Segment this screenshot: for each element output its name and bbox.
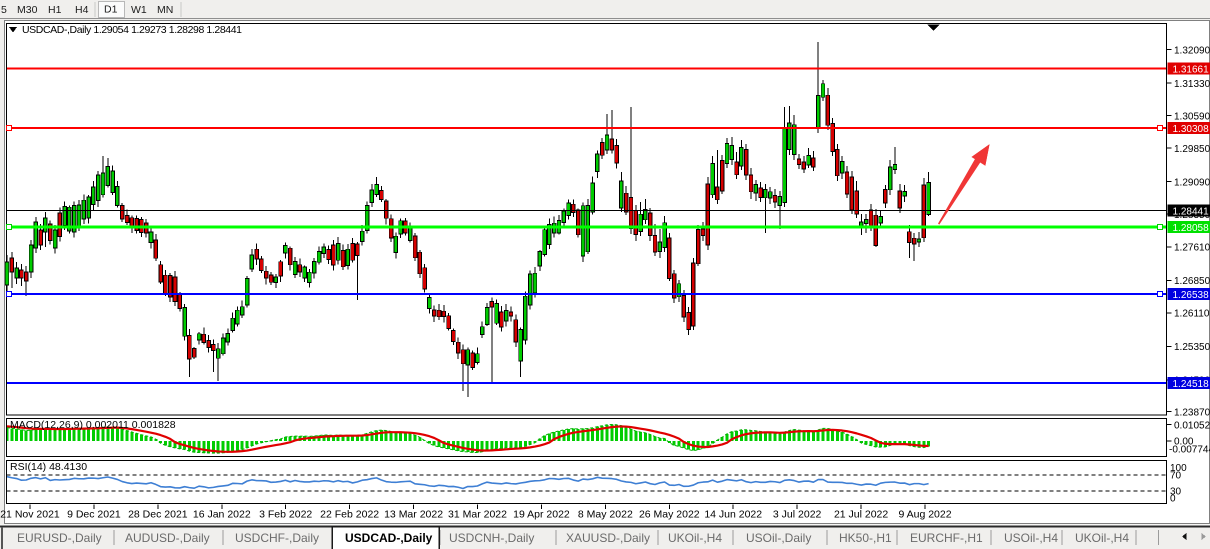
svg-text:1.28058: 1.28058 — [1173, 223, 1210, 234]
svg-text:UKOil-,H4: UKOil-,H4 — [1075, 531, 1129, 545]
svg-text:30: 30 — [1170, 487, 1182, 498]
svg-text:3 Jul 2022: 3 Jul 2022 — [773, 509, 822, 521]
svg-text:MACD(12,26,9) 0.002011 0.00182: MACD(12,26,9) 0.002011 0.001828 — [10, 419, 176, 431]
svg-text:H4: H4 — [75, 4, 89, 16]
svg-text:AUDUSD-,Daily: AUDUSD-,Daily — [125, 531, 210, 545]
svg-text:31 Mar 2022: 31 Mar 2022 — [448, 509, 507, 521]
svg-text:RSI(14) 48.4130: RSI(14) 48.4130 — [10, 461, 87, 473]
svg-text:W1: W1 — [131, 4, 147, 16]
svg-text:21 Jul 2022: 21 Jul 2022 — [834, 509, 888, 521]
svg-text:H1: H1 — [48, 4, 62, 16]
svg-text:USDCHF-,Daily: USDCHF-,Daily — [235, 531, 319, 545]
svg-text:1.26538: 1.26538 — [1173, 290, 1210, 301]
svg-text:1.28441: 1.28441 — [1173, 206, 1210, 217]
svg-text:3 Feb 2022: 3 Feb 2022 — [259, 509, 312, 521]
svg-text:22 Feb 2022: 22 Feb 2022 — [320, 509, 379, 521]
svg-text:D1: D1 — [104, 4, 118, 16]
svg-text:UKOil-,H4: UKOil-,H4 — [668, 531, 722, 545]
svg-text:16 Jan 2022: 16 Jan 2022 — [193, 509, 251, 521]
svg-text:1.32090: 1.32090 — [1174, 45, 1210, 56]
svg-text:1.25350: 1.25350 — [1174, 342, 1210, 353]
svg-text:USOil-,Daily: USOil-,Daily — [746, 531, 811, 545]
svg-text:14 Jun 2022: 14 Jun 2022 — [704, 509, 762, 521]
svg-text:0: 0 — [1170, 494, 1176, 505]
svg-text:MN: MN — [157, 4, 173, 16]
svg-text:5: 5 — [1, 4, 7, 16]
svg-text:9 Dec 2021: 9 Dec 2021 — [67, 509, 121, 521]
svg-text:13 Mar 2022: 13 Mar 2022 — [384, 509, 443, 521]
svg-text:USOil-,H4: USOil-,H4 — [1004, 531, 1058, 545]
svg-text:1.31661: 1.31661 — [1173, 64, 1210, 75]
svg-text:1.31330: 1.31330 — [1174, 79, 1210, 90]
svg-text:1.24518: 1.24518 — [1173, 379, 1210, 390]
svg-text:-0.007744: -0.007744 — [1169, 445, 1210, 456]
svg-text:26 May 2022: 26 May 2022 — [639, 509, 700, 521]
svg-text:70: 70 — [1170, 471, 1182, 482]
svg-text:USDCAD-,Daily: USDCAD-,Daily — [345, 531, 433, 545]
svg-text:9 Aug 2022: 9 Aug 2022 — [898, 509, 951, 521]
svg-text:21 Nov 2021: 21 Nov 2021 — [0, 509, 60, 521]
svg-text:EURUSD-,Daily: EURUSD-,Daily — [17, 531, 102, 545]
svg-text:1.27610: 1.27610 — [1174, 243, 1210, 254]
svg-text:1.30308: 1.30308 — [1173, 124, 1210, 135]
svg-text:1.23870: 1.23870 — [1174, 407, 1210, 418]
svg-text:HK50-,H1: HK50-,H1 — [839, 531, 892, 545]
svg-text:1.26110: 1.26110 — [1174, 309, 1210, 320]
svg-text:8 May 2022: 8 May 2022 — [578, 509, 633, 521]
svg-text:1.29850: 1.29850 — [1174, 144, 1210, 155]
svg-text:USDCNH-,Daily: USDCNH-,Daily — [449, 531, 534, 545]
svg-text:0.01052: 0.01052 — [1174, 420, 1210, 431]
svg-text:1.29090: 1.29090 — [1174, 177, 1210, 188]
svg-text:19 Apr 2022: 19 Apr 2022 — [513, 509, 570, 521]
svg-text:1.30590: 1.30590 — [1174, 111, 1210, 122]
svg-text:100: 100 — [1170, 463, 1187, 474]
svg-text:M30: M30 — [17, 4, 38, 16]
svg-text:0.00: 0.00 — [1174, 436, 1194, 447]
svg-text:USDCAD-,Daily 1.29054 1.29273: USDCAD-,Daily 1.29054 1.29273 1.28298 1.… — [22, 24, 242, 36]
svg-text:EURCHF-,H1: EURCHF-,H1 — [910, 531, 983, 545]
svg-text:1.26850: 1.26850 — [1174, 276, 1210, 287]
svg-text:XAUUSD-,Daily: XAUUSD-,Daily — [566, 531, 650, 545]
svg-text:28 Dec 2021: 28 Dec 2021 — [128, 509, 188, 521]
